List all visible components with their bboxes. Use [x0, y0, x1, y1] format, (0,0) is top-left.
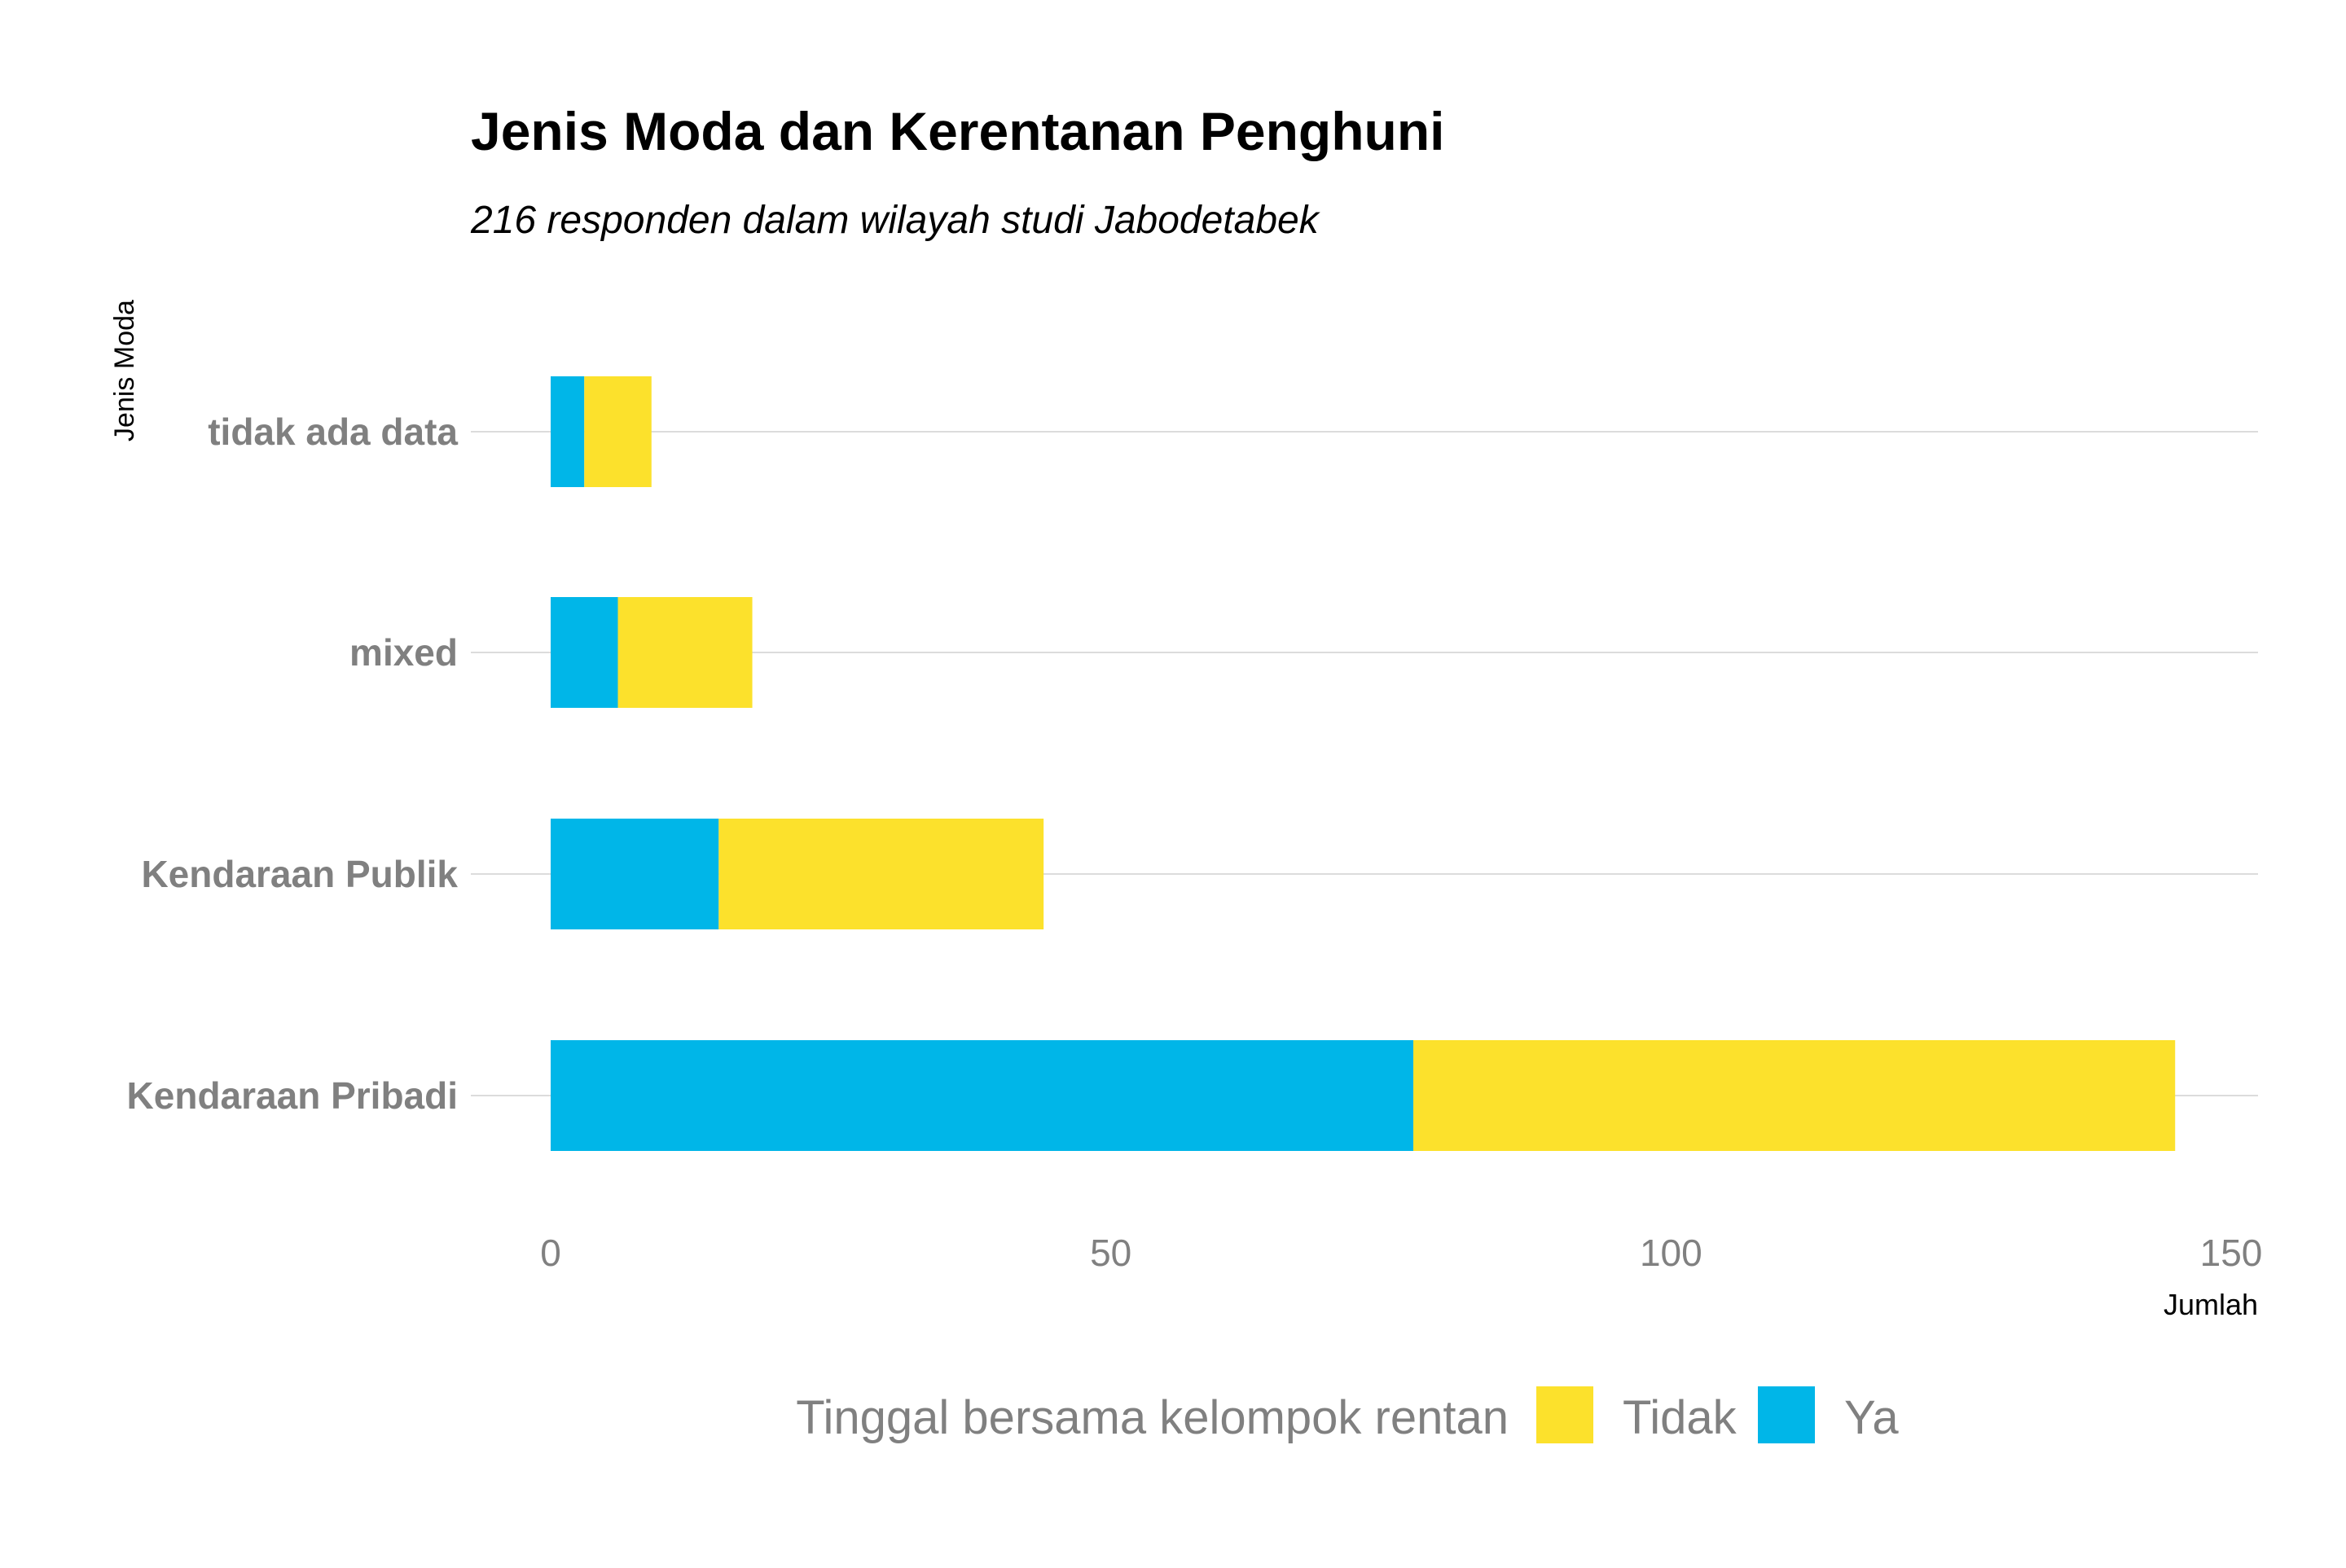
bar-tidak [1413, 1040, 2176, 1151]
category-label: mixed [349, 631, 458, 674]
x-tick-label: 100 [1640, 1232, 1702, 1274]
bar-ya [551, 819, 719, 929]
bar-ya [551, 597, 618, 708]
legend-items: Tidak Ya [1536, 1386, 1899, 1444]
legend-swatch-tidak [1536, 1386, 1593, 1443]
legend-title: Tinggal bersama kelompok rentan [796, 1391, 1509, 1444]
y-axis-title: Jenis Moda [109, 300, 140, 441]
chart-title: Jenis Moda dan Kerentanan Penghuni [471, 101, 1445, 161]
bar-tidak [584, 376, 652, 487]
bar-ya [551, 376, 585, 487]
legend-label: Ya [1844, 1391, 1899, 1444]
legend-label: Tidak [1623, 1391, 1738, 1444]
bar-tidak [617, 597, 753, 708]
bar-ya [551, 1040, 1414, 1151]
legend-swatch-ya [1758, 1386, 1815, 1443]
bars [551, 376, 2176, 1151]
x-tick-label: 150 [2200, 1232, 2263, 1274]
gridlines [471, 431, 2258, 1096]
x-tick-labels: 0 50 100 150 [540, 1232, 2262, 1274]
category-label: Kendaraan Publik [141, 853, 458, 895]
category-labels: tidak ada data mixed Kendaraan Publik Kenda… [127, 411, 459, 1117]
bar-tidak [718, 819, 1044, 929]
x-tick-label: 0 [540, 1232, 561, 1274]
chart-subtitle: 216 responden dalam wilayah studi Jabode… [470, 199, 1321, 242]
legend: Tinggal bersama kelompok rentan Tidak Ya [796, 1386, 1899, 1444]
x-tick-label: 50 [1090, 1232, 1131, 1274]
category-label: Kendaraan Pribadi [127, 1074, 458, 1117]
category-label: tidak ada data [208, 411, 458, 453]
x-axis-title: Jumlah [2164, 1288, 2258, 1321]
